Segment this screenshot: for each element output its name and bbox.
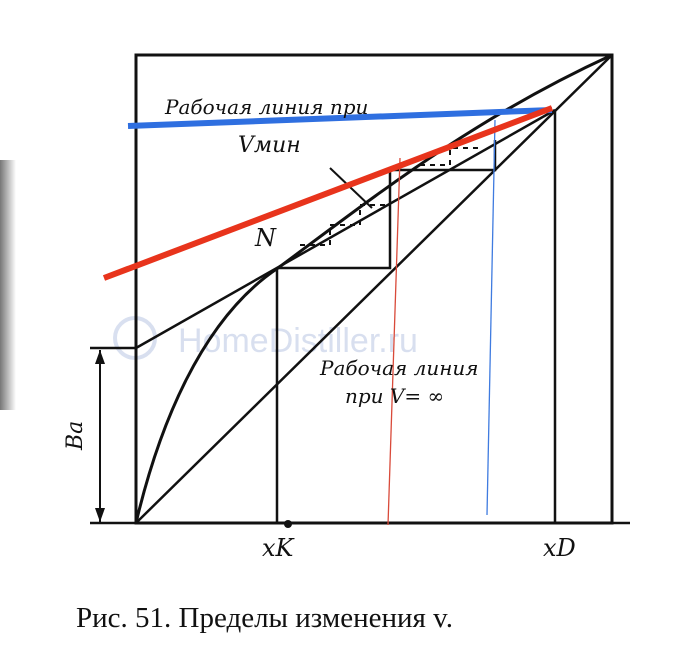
watermark-text: HomeDistiller.ru	[178, 322, 418, 360]
ba-arrow-bottom-icon	[95, 508, 105, 522]
xd-label: xD	[543, 534, 576, 562]
xk-label: xK	[262, 534, 296, 562]
left-shadow	[0, 160, 16, 410]
blue-working-line	[127, 107, 553, 129]
ba-label: Ba	[63, 421, 88, 451]
watermark: HomeDistiller.ru	[113, 316, 418, 360]
figure-caption: Рис. 51. Пределы изменения v.	[76, 602, 453, 634]
xk-tick	[284, 520, 292, 528]
hatch-marks	[300, 147, 480, 246]
working-line-inf-label-1: Рабочая линия	[319, 356, 479, 380]
ba-arrow-top-icon	[95, 350, 105, 364]
vmin-pointer	[329, 167, 373, 209]
red-working-line	[102, 105, 554, 281]
thin-red-vertical	[387, 157, 401, 526]
working-line-min-reflux	[135, 108, 556, 350]
working-line-inf-label-2: при V= ∞	[345, 384, 444, 408]
diagonal-line	[135, 54, 613, 524]
working-line-min-label: Рабочая линия при	[164, 95, 368, 119]
thin-blue-vertical	[486, 119, 496, 516]
point-n-label: N	[254, 224, 277, 252]
vmin-label: Vмин	[238, 133, 301, 158]
